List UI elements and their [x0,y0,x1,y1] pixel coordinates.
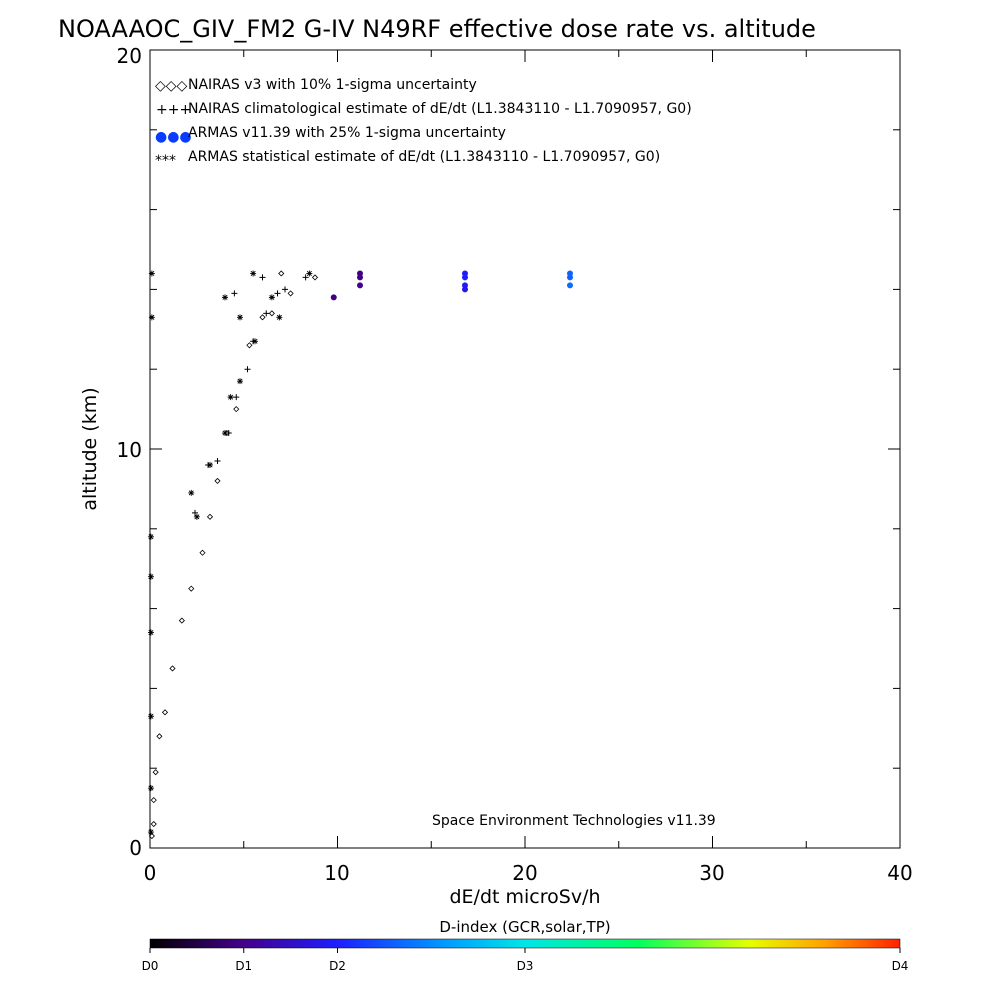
series-3-point-3 [147,629,154,636]
legend-symbol-2: ●●● [155,129,192,145]
series-0-point-6 [169,665,176,672]
x-axis-label: dE/dt microSv/h [449,886,600,908]
series-3-point-15 [237,314,243,321]
colorbar-ticks: D0 D1 D2 D3 D4 [142,948,909,973]
series-0-point-1 [150,820,157,828]
credit-annotation: Space Environment Technologies v11.39 [432,813,716,829]
series-3-point-1 [147,785,154,792]
series-3-point-7 [148,270,155,277]
series-2-point-10 [567,282,573,289]
plot-area [149,49,901,849]
series-0-point-9 [199,549,206,556]
colorbar-label-D3: D3 [517,959,534,973]
series-2-point-3 [357,282,363,289]
series-3-point-4 [147,573,154,580]
series-3-point-17 [222,294,228,301]
series-1-point-4 [233,394,240,401]
series-1-point-8 [274,290,281,297]
series-3-point-16 [276,314,283,321]
series-3-point-8 [188,489,195,496]
x-tick-label-4: 40 [887,861,912,885]
series-3-point-12 [227,394,234,401]
series-3-point-2 [147,713,154,720]
series-0-point-19 [278,270,285,277]
series-0-point-14 [246,342,253,349]
series-0-point-5 [161,709,169,716]
colorbar-label-D0: D0 [142,959,159,973]
series-0-point-4 [156,733,163,740]
series-0-point-8 [188,585,195,592]
series-3-point-20 [306,270,313,277]
y-tick-label-1: 10 [117,438,142,462]
series-3-point-6 [148,314,155,321]
legend-label-3: ARMAS statistical estimate of dE/dt (L1.… [188,149,660,165]
colorbar-label-D2: D2 [329,959,346,973]
series-0-point-3 [152,769,159,776]
y-tick-label-2: 20 [117,44,142,68]
series-0-point-18 [311,274,319,281]
series-0-point-13 [233,406,240,413]
series-2-point-0 [330,294,337,301]
series-0-point-15 [259,314,266,321]
x-tick-label-2: 20 [512,861,537,885]
legend-label-1: NAIRAS climatological estimate of dE/dt … [188,101,692,117]
series-0-point-16 [268,310,275,317]
x-tick-label-3: 30 [699,861,724,885]
series-2-point-7 [462,286,468,293]
legend-symbol-3: *** [155,153,176,169]
colorbar-label-D1: D1 [235,959,252,973]
y-axis-label: altitude (km) [79,387,101,510]
series-3-point-14 [252,338,258,345]
legend-label-2: ARMAS v11.39 with 25% 1-sigma uncertaint… [188,125,506,141]
series-1-point-10 [302,274,309,281]
x-tick-label-0: 0 [144,861,157,885]
series-3-point-5 [147,533,154,540]
series-3-point-19 [250,270,257,277]
legend-symbol-1: +++ [156,102,191,118]
series-1-point-2 [214,457,221,464]
chart-title: NOAAAOC_GIV_FM2 G-IV N49RF effective dos… [58,15,816,43]
series-3-point-0 [147,829,154,836]
series-0-point-11 [214,477,221,484]
series-1-point-11 [259,274,266,281]
series-0-point-2 [150,797,157,804]
data-marks [147,270,573,840]
series-1-point-7 [263,310,270,317]
series-1-point-9 [282,286,288,293]
axis-ticks [149,49,901,849]
series-2-point-5 [462,274,468,281]
legend-label-0: NAIRAS v3 with 10% 1-sigma uncertainty [188,77,477,93]
x-tick-label-1: 10 [324,861,349,885]
colorbar [149,938,901,949]
series-3-point-11 [222,430,228,437]
series-1-point-5 [244,366,251,373]
y-tick-label-0: 0 [129,836,142,860]
series-2-point-9 [567,274,573,281]
colorbar-label-D4: D4 [892,959,909,973]
series-0-point-0 [148,832,155,840]
series-1-point-12 [231,290,238,297]
series-3-point-9 [193,513,200,520]
legend-symbol-0: ◇◇◇ [155,78,188,94]
series-0-point-10 [206,513,214,520]
series-2-point-2 [357,274,363,281]
series-3-point-10 [207,461,213,468]
series-3-point-13 [237,378,243,385]
series-0-point-7 [178,617,185,624]
series-3-point-18 [268,294,275,301]
series-0-point-17 [287,290,294,297]
colorbar-title: D-index (GCR,solar,TP) [439,918,610,936]
